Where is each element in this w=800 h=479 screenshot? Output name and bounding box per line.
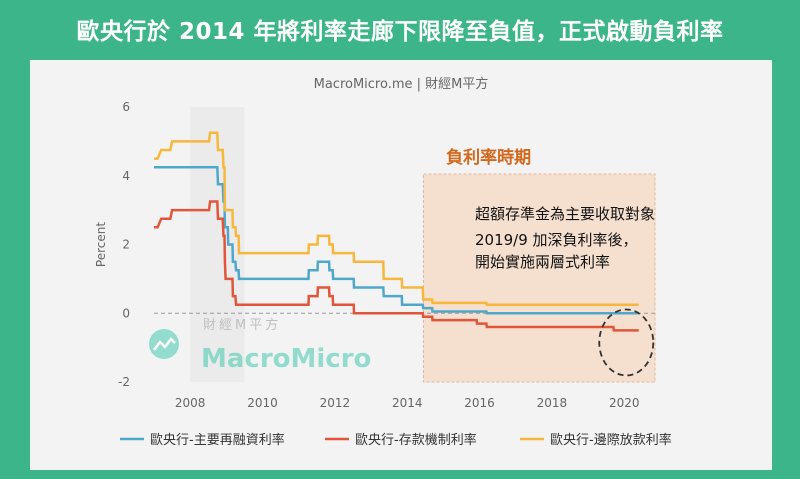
period-title: 負利率時期 [446, 147, 531, 168]
x-tick-label: 2008 [175, 396, 206, 410]
watermark: 財經M平方 MacroMicro [149, 317, 371, 374]
annotation-note: 開始實施兩層式利率 [475, 253, 610, 271]
y-tick-label: 6 [122, 100, 130, 114]
watermark-small-text: 財經M平方 [203, 317, 281, 333]
y-tick-label: 0 [122, 306, 130, 320]
x-tick-label: 2010 [247, 396, 278, 410]
series-line-1 [154, 200, 639, 332]
banner-title: 歐央行於 2014 年將利率走廊下限降至負值，正式啟動負利率 [76, 19, 724, 45]
y-tick-label: -2 [118, 375, 130, 389]
chart-source: MacroMicro.me | 財經M平方 [314, 76, 489, 92]
legend-label: 歐央行-主要再融資利率 [150, 432, 285, 448]
x-tick-label: 2016 [464, 396, 495, 410]
watermark-logo-icon [149, 329, 179, 359]
x-tick-label: 2020 [609, 396, 640, 410]
annotation-note: 2019/9 加深負利率後， [475, 231, 638, 249]
highlight-circle [598, 308, 655, 377]
series-line-2 [154, 131, 639, 306]
x-tick-label: 2018 [537, 396, 568, 410]
line-chart: MacroMicro.me | 財經M平方 財經M平方 MacroMicro -… [94, 76, 672, 448]
series-line-0 [154, 165, 639, 315]
y-tick-label: 4 [122, 169, 130, 183]
y-tick-label: 2 [122, 238, 130, 252]
watermark-brand-text: MacroMicro [201, 344, 371, 374]
legend-label: 歐央行-存款機制利率 [355, 432, 477, 448]
annotation-note: 超額存準金為主要收取對象 [475, 205, 655, 223]
y-axis-label: Percent [94, 222, 108, 267]
x-tick-label: 2012 [320, 396, 351, 410]
chart-card: MacroMicro.me | 財經M平方 財經M平方 MacroMicro -… [30, 60, 772, 470]
legend-label: 歐央行-邊際放款利率 [550, 432, 672, 448]
x-tick-label: 2014 [392, 396, 423, 410]
negative-rate-period-box [422, 173, 656, 383]
shaded-band [190, 107, 245, 382]
